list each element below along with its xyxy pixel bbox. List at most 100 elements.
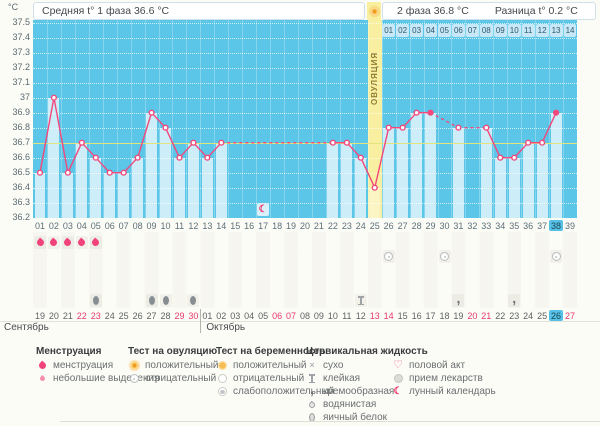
menstruation-marker[interactable]	[61, 236, 74, 249]
menstruation-marker[interactable]	[75, 236, 88, 249]
cycle-day-label[interactable]: 19	[286, 220, 297, 231]
calendar-date[interactable]: 14	[383, 310, 394, 321]
menstruation-marker[interactable]	[47, 236, 60, 249]
cycle-day-label[interactable]: 05	[90, 220, 101, 231]
phase2-day-cell[interactable]: 09	[493, 24, 507, 37]
phase2-day-cell[interactable]: 10	[507, 24, 521, 37]
calendar-date[interactable]: 21	[481, 310, 492, 321]
cycle-day-label[interactable]: 32	[467, 220, 478, 231]
cycle-day-label[interactable]: 04	[76, 220, 87, 231]
cervical-fluid-marker[interactable]	[159, 294, 172, 307]
calendar-date[interactable]: 07	[286, 310, 297, 321]
phase2-day-cell[interactable]: 13	[549, 24, 563, 37]
phase2-day-cell[interactable]: 08	[479, 24, 493, 37]
calendar-date[interactable]: 19	[34, 310, 45, 321]
calendar-date[interactable]: 25	[118, 310, 129, 321]
calendar-date[interactable]: 26	[132, 310, 143, 321]
cycle-day-label[interactable]: 38	[549, 220, 564, 231]
cervical-fluid-marker[interactable]: ,	[452, 291, 465, 307]
cycle-day-label[interactable]: 01	[34, 220, 45, 231]
cervical-fluid-marker[interactable]	[187, 294, 200, 307]
phase2-day-cell[interactable]: 07	[465, 24, 479, 37]
calendar-date[interactable]: 02	[216, 310, 227, 321]
cycle-day-label[interactable]: 26	[383, 220, 394, 231]
cycle-day-label[interactable]: 06	[104, 220, 115, 231]
calendar-date[interactable]: 06	[272, 310, 283, 321]
cycle-day-label[interactable]: 16	[244, 220, 255, 231]
cycle-day-label[interactable]: 28	[411, 220, 422, 231]
cervical-fluid-marker[interactable]	[145, 294, 158, 307]
ovulation-test-marker[interactable]	[550, 250, 563, 263]
calendar-date[interactable]: 30	[188, 310, 199, 321]
phase2-day-cell[interactable]: 04	[424, 24, 437, 37]
calendar-date[interactable]: 23	[509, 310, 520, 321]
cervical-fluid-marker[interactable]	[354, 294, 367, 307]
calendar-date[interactable]: 25	[537, 310, 548, 321]
calendar-date[interactable]: 24	[523, 310, 534, 321]
cycle-day-label[interactable]: 18	[272, 220, 283, 231]
cycle-day-label[interactable]: 15	[230, 220, 241, 231]
cycle-day-label[interactable]: 20	[299, 220, 310, 231]
calendar-date[interactable]: 23	[90, 310, 101, 321]
ovulation-test-marker[interactable]	[438, 250, 451, 263]
calendar-date[interactable]: 17	[425, 310, 436, 321]
cycle-day-label[interactable]: 36	[523, 220, 534, 231]
cycle-day-label[interactable]: 23	[341, 220, 352, 231]
calendar-date[interactable]: 12	[355, 310, 366, 321]
ovulation-test-marker[interactable]	[382, 250, 395, 263]
cervical-fluid-marker[interactable]: ,	[508, 291, 521, 307]
calendar-date[interactable]: 01	[202, 310, 213, 321]
calendar-date[interactable]: 28	[160, 310, 171, 321]
calendar-date[interactable]: 24	[104, 310, 115, 321]
cycle-day-label[interactable]: 02	[48, 220, 59, 231]
cycle-day-label[interactable]: 24	[355, 220, 366, 231]
cycle-day-label[interactable]: 14	[216, 220, 227, 231]
cycle-day-label[interactable]: 35	[509, 220, 520, 231]
cycle-day-label[interactable]: 08	[132, 220, 143, 231]
calendar-date[interactable]: 22	[76, 310, 87, 321]
calendar-date[interactable]: 13	[369, 310, 380, 321]
cycle-day-label[interactable]: 25	[369, 220, 380, 231]
cycle-day-label[interactable]: 21	[313, 220, 324, 231]
calendar-date[interactable]: 10	[327, 310, 338, 321]
cycle-day-label[interactable]: 22	[327, 220, 338, 231]
cycle-day-label[interactable]: 10	[160, 220, 171, 231]
cycle-day-label[interactable]: 34	[495, 220, 506, 231]
cycle-day-label[interactable]: 13	[202, 220, 213, 231]
cycle-day-label[interactable]: 39	[565, 220, 576, 231]
cycle-day-label[interactable]: 03	[62, 220, 73, 231]
cycle-day-label[interactable]: 09	[146, 220, 157, 231]
phase2-day-cell[interactable]: 06	[451, 24, 465, 37]
cycle-day-label[interactable]: 07	[118, 220, 129, 231]
calendar-date[interactable]: 11	[342, 310, 352, 321]
cycle-day-label[interactable]: 33	[481, 220, 492, 231]
calendar-date[interactable]: 03	[230, 310, 241, 321]
cycle-day-label[interactable]: 31	[453, 220, 464, 231]
phase2-day-cell[interactable]: 03	[410, 24, 424, 37]
calendar-date[interactable]: 09	[313, 310, 324, 321]
calendar-date[interactable]: 05	[258, 310, 269, 321]
lunar-calendar-marker[interactable]: ☾	[257, 203, 270, 216]
cycle-day-label[interactable]: 30	[439, 220, 450, 231]
cycle-day-label[interactable]: 37	[537, 220, 548, 231]
cycle-day-label[interactable]: 17	[258, 220, 269, 231]
calendar-date[interactable]: 16	[411, 310, 422, 321]
calendar-date[interactable]: 27	[565, 310, 576, 321]
calendar-date[interactable]: 18	[439, 310, 450, 321]
cycle-day-label[interactable]: 11	[174, 220, 185, 231]
calendar-date[interactable]: 20	[467, 310, 478, 321]
calendar-date[interactable]: 26	[549, 310, 564, 321]
phase2-day-cell[interactable]: 05	[438, 24, 451, 37]
cervical-fluid-marker[interactable]	[89, 294, 102, 307]
calendar-date[interactable]: 08	[299, 310, 310, 321]
calendar-date[interactable]: 15	[397, 310, 408, 321]
menstruation-marker[interactable]	[89, 236, 102, 249]
menstruation-marker[interactable]	[34, 236, 46, 249]
phase2-day-cell[interactable]: 14	[563, 24, 577, 37]
cycle-day-label[interactable]: 29	[425, 220, 436, 231]
calendar-date[interactable]: 27	[146, 310, 157, 321]
phase2-day-cell[interactable]: 11	[521, 24, 535, 37]
calendar-date[interactable]: 19	[453, 310, 464, 321]
calendar-date[interactable]: 04	[244, 310, 255, 321]
phase2-day-cell[interactable]: 02	[396, 24, 410, 37]
